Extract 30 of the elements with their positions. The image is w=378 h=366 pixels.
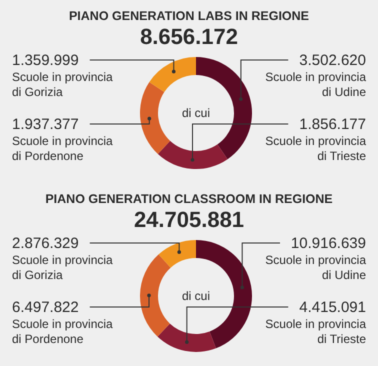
- donut-slice: [158, 240, 196, 268]
- slice-label: Scuole in provincia di Gorizia: [12, 70, 114, 99]
- chart-subtitle: 8.656.172: [140, 24, 238, 49]
- chart-title: PIANO GENERATION LABS IN REGIONE: [68, 9, 310, 23]
- donut-slice: [140, 254, 171, 337]
- donut-slice: [196, 57, 252, 160]
- slice-label: Scuole in provincia di Trieste: [265, 317, 366, 346]
- slice-label: Scuole in provincia di Udine: [265, 253, 366, 282]
- slice-label: Scuole in provincia di Trieste: [265, 134, 366, 163]
- slice-label: Scuole in provincia di Udine: [265, 70, 366, 99]
- data-label: 2.876.329: [12, 235, 79, 252]
- data-label: 3.502.620: [299, 52, 366, 69]
- donut-slice: [158, 140, 228, 169]
- slice-label: Scuole in provincia di Pordenone: [12, 134, 114, 163]
- slice-label: Scuole in provincia di Pordenone: [12, 317, 114, 346]
- slice-label: Scuole in provincia di Gorizia: [12, 253, 114, 282]
- data-label: 1.856.177: [299, 116, 366, 133]
- data-label: 10.916.639: [290, 235, 366, 252]
- donut-slice: [149, 57, 196, 92]
- data-label: 1.937.377: [12, 116, 79, 133]
- data-label: 6.497.822: [12, 299, 79, 316]
- text: di cui: [182, 289, 210, 303]
- data-label: 4.415.091: [299, 299, 366, 316]
- text: di cui: [182, 106, 210, 120]
- donut-slice: [158, 324, 216, 352]
- chart-title: PIANO GENERATION CLASSROOM IN REGIONE: [45, 192, 333, 206]
- donut-slice: [140, 82, 170, 154]
- data-label: 1.359.999: [12, 52, 79, 69]
- donut-slice: [196, 240, 252, 348]
- chart-subtitle: 24.705.881: [134, 207, 244, 232]
